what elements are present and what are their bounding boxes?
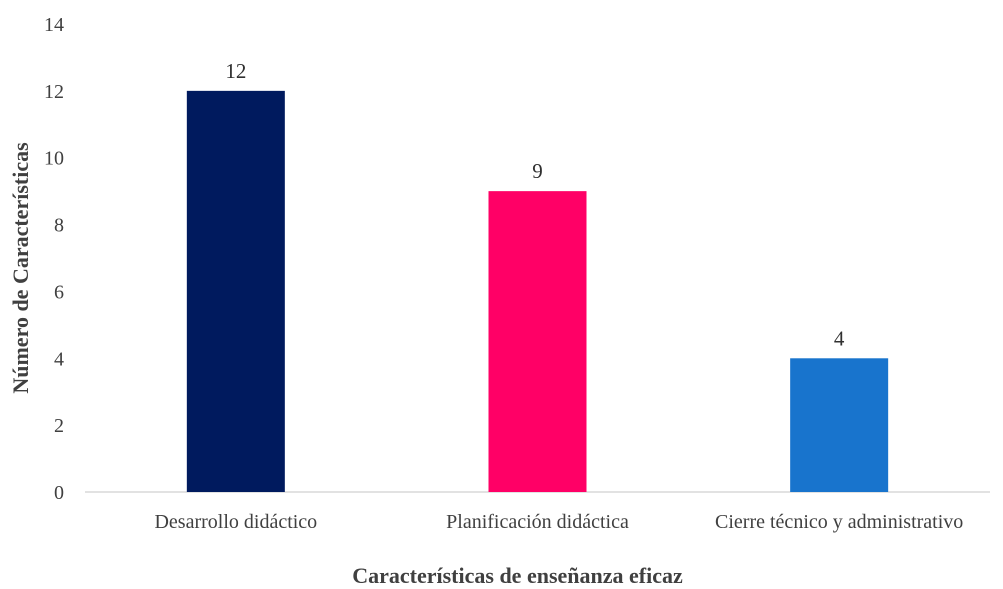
y-tick-label: 8 (54, 215, 64, 237)
y-tick-label: 10 (44, 148, 64, 170)
y-tick-label: 4 (54, 348, 64, 370)
y-tick-label: 2 (54, 415, 64, 437)
y-axis-ticks: 0 2 4 6 8 10 12 14 (44, 14, 64, 504)
x-tick-label: Desarrollo didáctico (154, 511, 317, 533)
bar (186, 90, 285, 492)
x-axis-title: Características de enseñanza eficaz (352, 563, 683, 588)
bar (790, 358, 889, 492)
data-labels: 12 9 4 (225, 59, 845, 350)
y-tick-label: 6 (54, 281, 64, 303)
bar (488, 191, 587, 492)
y-tick-label: 12 (44, 81, 64, 103)
x-tick-label: Planificación didáctica (446, 511, 629, 533)
x-axis-ticks: Desarrollo didáctico Planificación didáct… (154, 511, 963, 533)
x-tick-label: Cierre técnico y administrativo (715, 511, 963, 533)
y-tick-label: 14 (44, 14, 64, 36)
y-axis-title: Número de Características (8, 142, 33, 394)
bar-value-label: 9 (532, 159, 543, 183)
bar-value-label: 4 (834, 326, 845, 350)
bars (186, 90, 889, 492)
bar-value-label: 12 (225, 59, 246, 83)
y-tick-label: 0 (54, 482, 64, 504)
